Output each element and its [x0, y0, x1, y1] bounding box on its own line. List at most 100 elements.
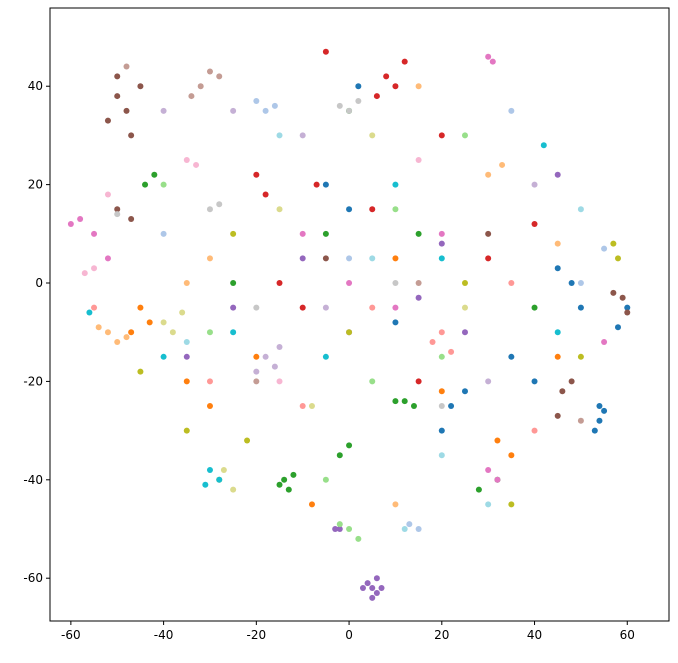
point	[369, 594, 376, 601]
point	[114, 206, 121, 213]
point	[253, 171, 260, 178]
point	[81, 270, 88, 277]
point	[114, 211, 121, 218]
point	[308, 403, 315, 410]
point	[383, 73, 390, 80]
point	[193, 161, 200, 168]
point	[230, 329, 237, 336]
point	[216, 201, 223, 208]
point	[206, 466, 213, 473]
point	[197, 83, 204, 90]
point	[183, 157, 190, 164]
point	[369, 132, 376, 139]
point	[401, 526, 408, 533]
point	[206, 329, 213, 336]
point	[271, 363, 278, 370]
point	[485, 53, 492, 60]
point	[128, 216, 135, 223]
point	[160, 353, 167, 360]
point	[262, 191, 269, 198]
point	[104, 117, 111, 124]
point	[281, 476, 288, 483]
point	[262, 107, 269, 114]
point	[554, 329, 561, 336]
point	[624, 304, 631, 311]
point	[438, 240, 445, 247]
point	[114, 73, 121, 80]
point	[461, 280, 468, 287]
point	[137, 368, 144, 375]
point	[369, 585, 376, 592]
y-tick-label: 0	[35, 276, 43, 290]
point	[253, 304, 260, 311]
point	[410, 403, 417, 410]
point	[438, 230, 445, 237]
point	[415, 230, 422, 237]
point	[114, 339, 121, 346]
point	[346, 206, 353, 213]
point	[276, 481, 283, 488]
point	[299, 132, 306, 139]
point	[554, 265, 561, 272]
point	[508, 353, 515, 360]
point	[554, 353, 561, 360]
point	[188, 93, 195, 100]
point	[619, 294, 626, 301]
point	[86, 309, 93, 316]
point	[438, 403, 445, 410]
point	[438, 452, 445, 459]
point	[392, 206, 399, 213]
point	[568, 280, 575, 287]
point	[415, 378, 422, 385]
point	[392, 501, 399, 508]
point	[123, 107, 130, 114]
point	[313, 181, 320, 188]
point	[508, 107, 515, 114]
x-tick-label: 20	[434, 628, 449, 642]
point	[485, 466, 492, 473]
point	[373, 589, 380, 596]
point	[336, 102, 343, 109]
y-tick-label: 20	[28, 178, 43, 192]
point	[508, 501, 515, 508]
point	[485, 255, 492, 262]
point	[336, 521, 343, 528]
point	[179, 309, 186, 316]
point	[485, 378, 492, 385]
point	[355, 83, 362, 90]
point	[322, 181, 329, 188]
point	[355, 97, 362, 104]
point	[91, 304, 98, 311]
point	[322, 230, 329, 237]
point	[128, 132, 135, 139]
point	[601, 339, 608, 346]
point	[230, 280, 237, 287]
point	[230, 230, 237, 237]
point	[346, 107, 353, 114]
point	[485, 501, 492, 508]
point	[568, 378, 575, 385]
point	[577, 280, 584, 287]
point	[461, 304, 468, 311]
point	[577, 353, 584, 360]
point	[67, 220, 74, 227]
point	[104, 329, 111, 336]
point	[151, 171, 158, 178]
y-tick-label: 40	[28, 79, 43, 93]
point	[531, 220, 538, 227]
point	[183, 339, 190, 346]
point	[610, 240, 617, 247]
point	[332, 526, 339, 533]
point	[392, 83, 399, 90]
point	[614, 324, 621, 331]
point	[183, 378, 190, 385]
x-tick-label: -40	[154, 628, 174, 642]
point	[230, 107, 237, 114]
point	[415, 83, 422, 90]
point	[596, 417, 603, 424]
point	[346, 255, 353, 262]
point	[610, 289, 617, 296]
point	[494, 476, 501, 483]
point	[160, 107, 167, 114]
point	[216, 73, 223, 80]
